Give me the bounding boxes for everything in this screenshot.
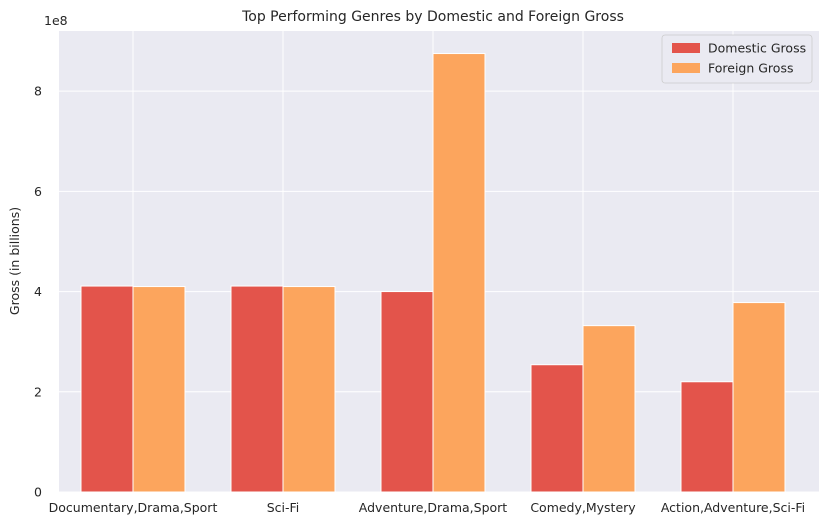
legend: Domestic Gross Foreign Gross <box>661 34 813 84</box>
bar-foreign-2 <box>432 53 486 493</box>
legend-label: Foreign Gross <box>708 61 793 76</box>
y-tick-label: 0 <box>34 485 42 500</box>
x-tick-label: Documentary,Drama,Sport <box>49 500 218 515</box>
bar-domestic-3 <box>530 364 584 493</box>
bar-domestic-2 <box>380 291 434 493</box>
y-tick-labels: 0 2 4 6 8 <box>34 84 42 500</box>
bar-domestic-1 <box>230 285 284 493</box>
bar-foreign-1 <box>282 286 336 493</box>
legend-swatch <box>672 63 700 73</box>
y-tick-label: 8 <box>34 84 42 99</box>
x-tick-labels: Documentary,Drama,Sport Sci-Fi Adventure,D… <box>49 500 806 515</box>
x-tick-label: Sci-Fi <box>267 500 300 515</box>
bar-foreign-4 <box>732 302 786 493</box>
y-tick-label: 6 <box>34 184 42 199</box>
y-tick-label: 4 <box>34 284 42 299</box>
bar-foreign-3 <box>582 325 636 493</box>
chart-title: Top Performing Genres by Domestic and Fo… <box>241 9 624 25</box>
y-axis-offset-label: 1e8 <box>44 13 68 28</box>
y-tick-label: 2 <box>34 384 42 399</box>
bar-foreign-0 <box>132 286 186 493</box>
x-tick-label: Adventure,Drama,Sport <box>359 500 508 515</box>
y-axis-label: Gross (in billions) <box>7 207 22 315</box>
x-tick-label: Comedy,Mystery <box>530 500 636 515</box>
x-tick-label: Action,Adventure,Sci-Fi <box>661 500 805 515</box>
bar-domestic-0 <box>80 285 134 493</box>
legend-swatch <box>672 43 700 53</box>
bars <box>80 53 786 493</box>
bar-domestic-4 <box>680 381 734 493</box>
legend-label: Domestic Gross <box>708 41 806 56</box>
